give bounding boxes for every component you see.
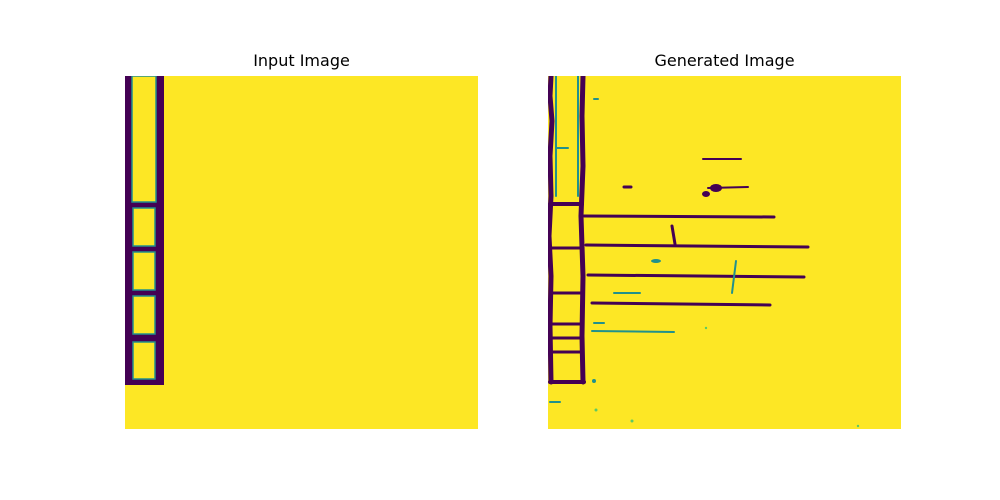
ladder-cell-top [131,76,157,203]
ladder-rails [548,76,586,385]
generated-background [548,76,901,429]
ladder-cells [131,76,157,380]
artifacts [592,184,860,428]
input-image-canvas [125,76,478,429]
streak [586,273,806,279]
streak [584,243,810,249]
speck [592,379,596,383]
streak [590,301,772,307]
ladder-cell [132,251,156,291]
ladder-rungs [548,202,586,384]
input-background [125,76,478,429]
blob [710,184,722,192]
generated-image-canvas [548,76,901,429]
input-image [125,76,478,429]
input-image-title: Input Image [253,51,350,70]
generated-image-title: Generated Image [654,51,795,70]
ladder-cell [132,207,156,247]
left-rail [548,76,555,385]
blob [702,191,710,197]
right-rail [578,76,586,385]
speck [594,408,598,412]
speck [630,419,634,423]
blob [651,259,661,263]
speck [704,326,708,330]
generated-image [548,76,901,429]
streak [582,214,776,219]
vertical-streak [670,224,677,246]
ladder-cell [132,341,156,380]
streak [591,330,675,333]
ladder-cell [132,295,156,335]
horizontal-streaks [549,98,810,403]
speck [856,424,860,428]
vertical-streak [731,260,737,294]
